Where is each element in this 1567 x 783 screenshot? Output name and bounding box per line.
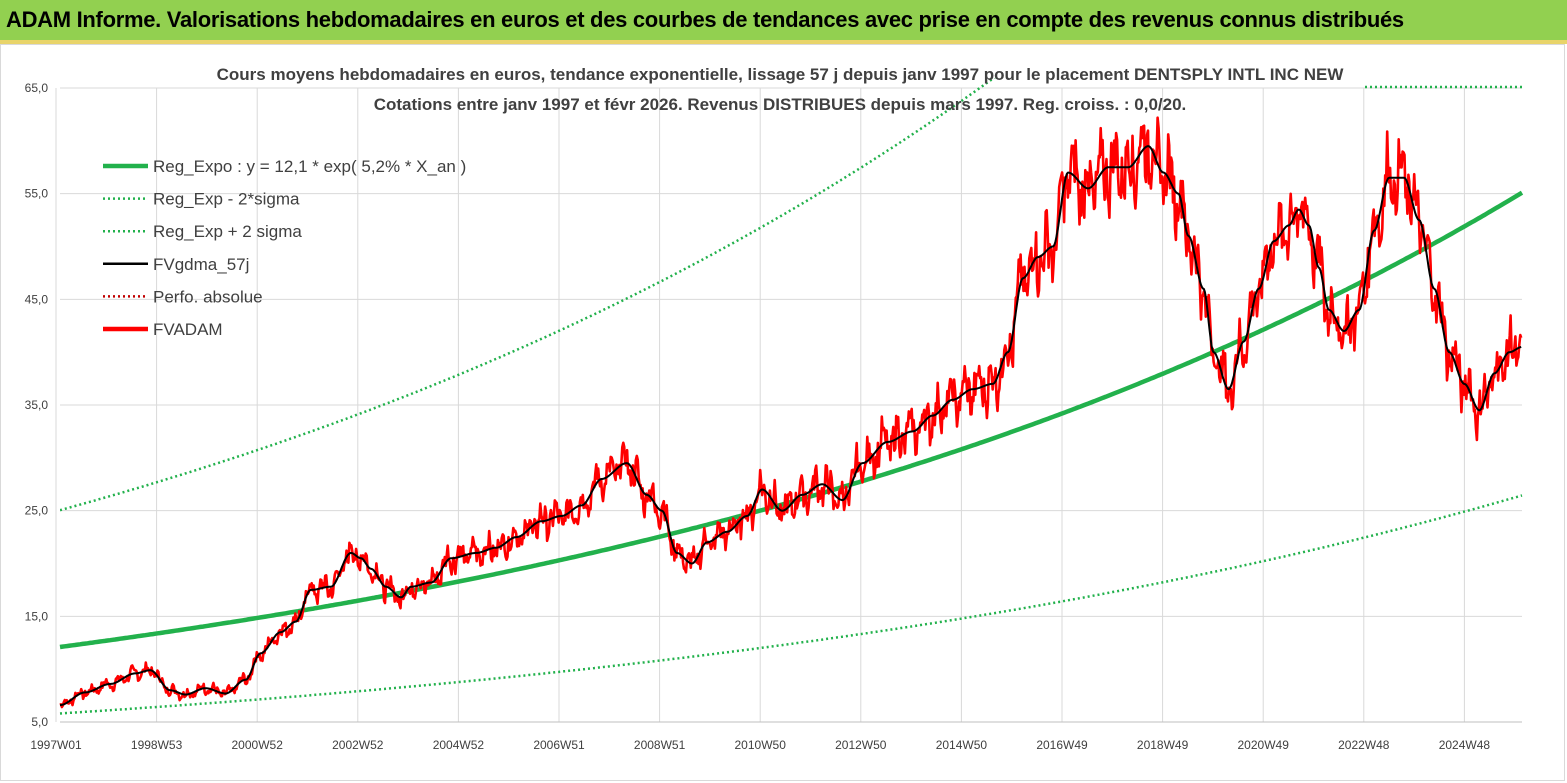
x-tick-label: 2000W52 (232, 738, 284, 752)
x-tick-label: 2008W51 (634, 738, 686, 752)
legend-label: FVgdma_57j (153, 255, 249, 274)
legend-label: FVADAM (153, 320, 223, 339)
y-axis: 5,0 15,0 25,0 35,0 45,0 55,0 65,0 (25, 81, 49, 729)
x-axis: 1997W01 1998W53 2000W52 2002W52 2004W52 2006W… (30, 721, 1522, 752)
x-tick-label: 2010W50 (735, 738, 787, 752)
series-group (59, 78, 1524, 715)
x-tick-label: 2012W50 (835, 738, 887, 752)
header-banner: ADAM Informe. Valorisations hebdomadaire… (0, 0, 1567, 40)
x-tick-label: 2002W52 (332, 738, 384, 752)
x-tick-label: 2024W48 (1439, 738, 1491, 752)
x-tick-label: 1997W01 (30, 738, 82, 752)
x-tick-label: 2020W49 (1238, 738, 1290, 752)
chart-frame (0, 44, 1565, 781)
y-tick-label: 5,0 (31, 715, 48, 729)
legend-label: Reg_Exp + 2 sigma (153, 222, 302, 241)
reg-expo-line (59, 190, 1524, 650)
y-tick-label: 35,0 (25, 398, 49, 412)
y-tick-label: 25,0 (25, 504, 49, 518)
x-tick-label: 2022W48 (1338, 738, 1390, 752)
x-tick-label: 2018W49 (1137, 738, 1189, 752)
x-tick-label: 2016W49 (1036, 738, 1088, 752)
reg-exp-plus-2sigma-line (60, 78, 996, 512)
x-tick-label: 2006W51 (533, 738, 585, 752)
legend: Reg_Expo : y = 12,1 * exp( 5,2% * X_an )… (103, 157, 466, 339)
x-tick-label: 2004W52 (433, 738, 485, 752)
header-underline (0, 40, 1567, 44)
reg-exp-minus-2sigma-line (59, 494, 1523, 715)
y-tick-label: 45,0 (25, 292, 49, 306)
chart-title-line2: Cotations entre janv 1997 et févr 2026. … (374, 95, 1187, 114)
y-tick-label: 15,0 (25, 609, 49, 623)
legend-label: Perfo. absolue (153, 287, 263, 306)
grid-lines (55, 87, 1522, 723)
x-tick-label: 2014W50 (936, 738, 988, 752)
y-tick-label: 65,0 (25, 81, 49, 95)
y-tick-label: 55,0 (25, 187, 49, 201)
fvgdma-57j-line (59, 145, 1522, 707)
page-title: ADAM Informe. Valorisations hebdomadaire… (6, 7, 1404, 32)
legend-label: Reg_Exp - 2*sigma (153, 190, 300, 209)
x-tick-label: 1998W53 (131, 738, 183, 752)
legend-label: Reg_Expo : y = 12,1 * exp( 5,2% * X_an ) (153, 157, 466, 176)
chart-title-line1: Cours moyens hebdomadaires en euros, ten… (217, 65, 1345, 84)
